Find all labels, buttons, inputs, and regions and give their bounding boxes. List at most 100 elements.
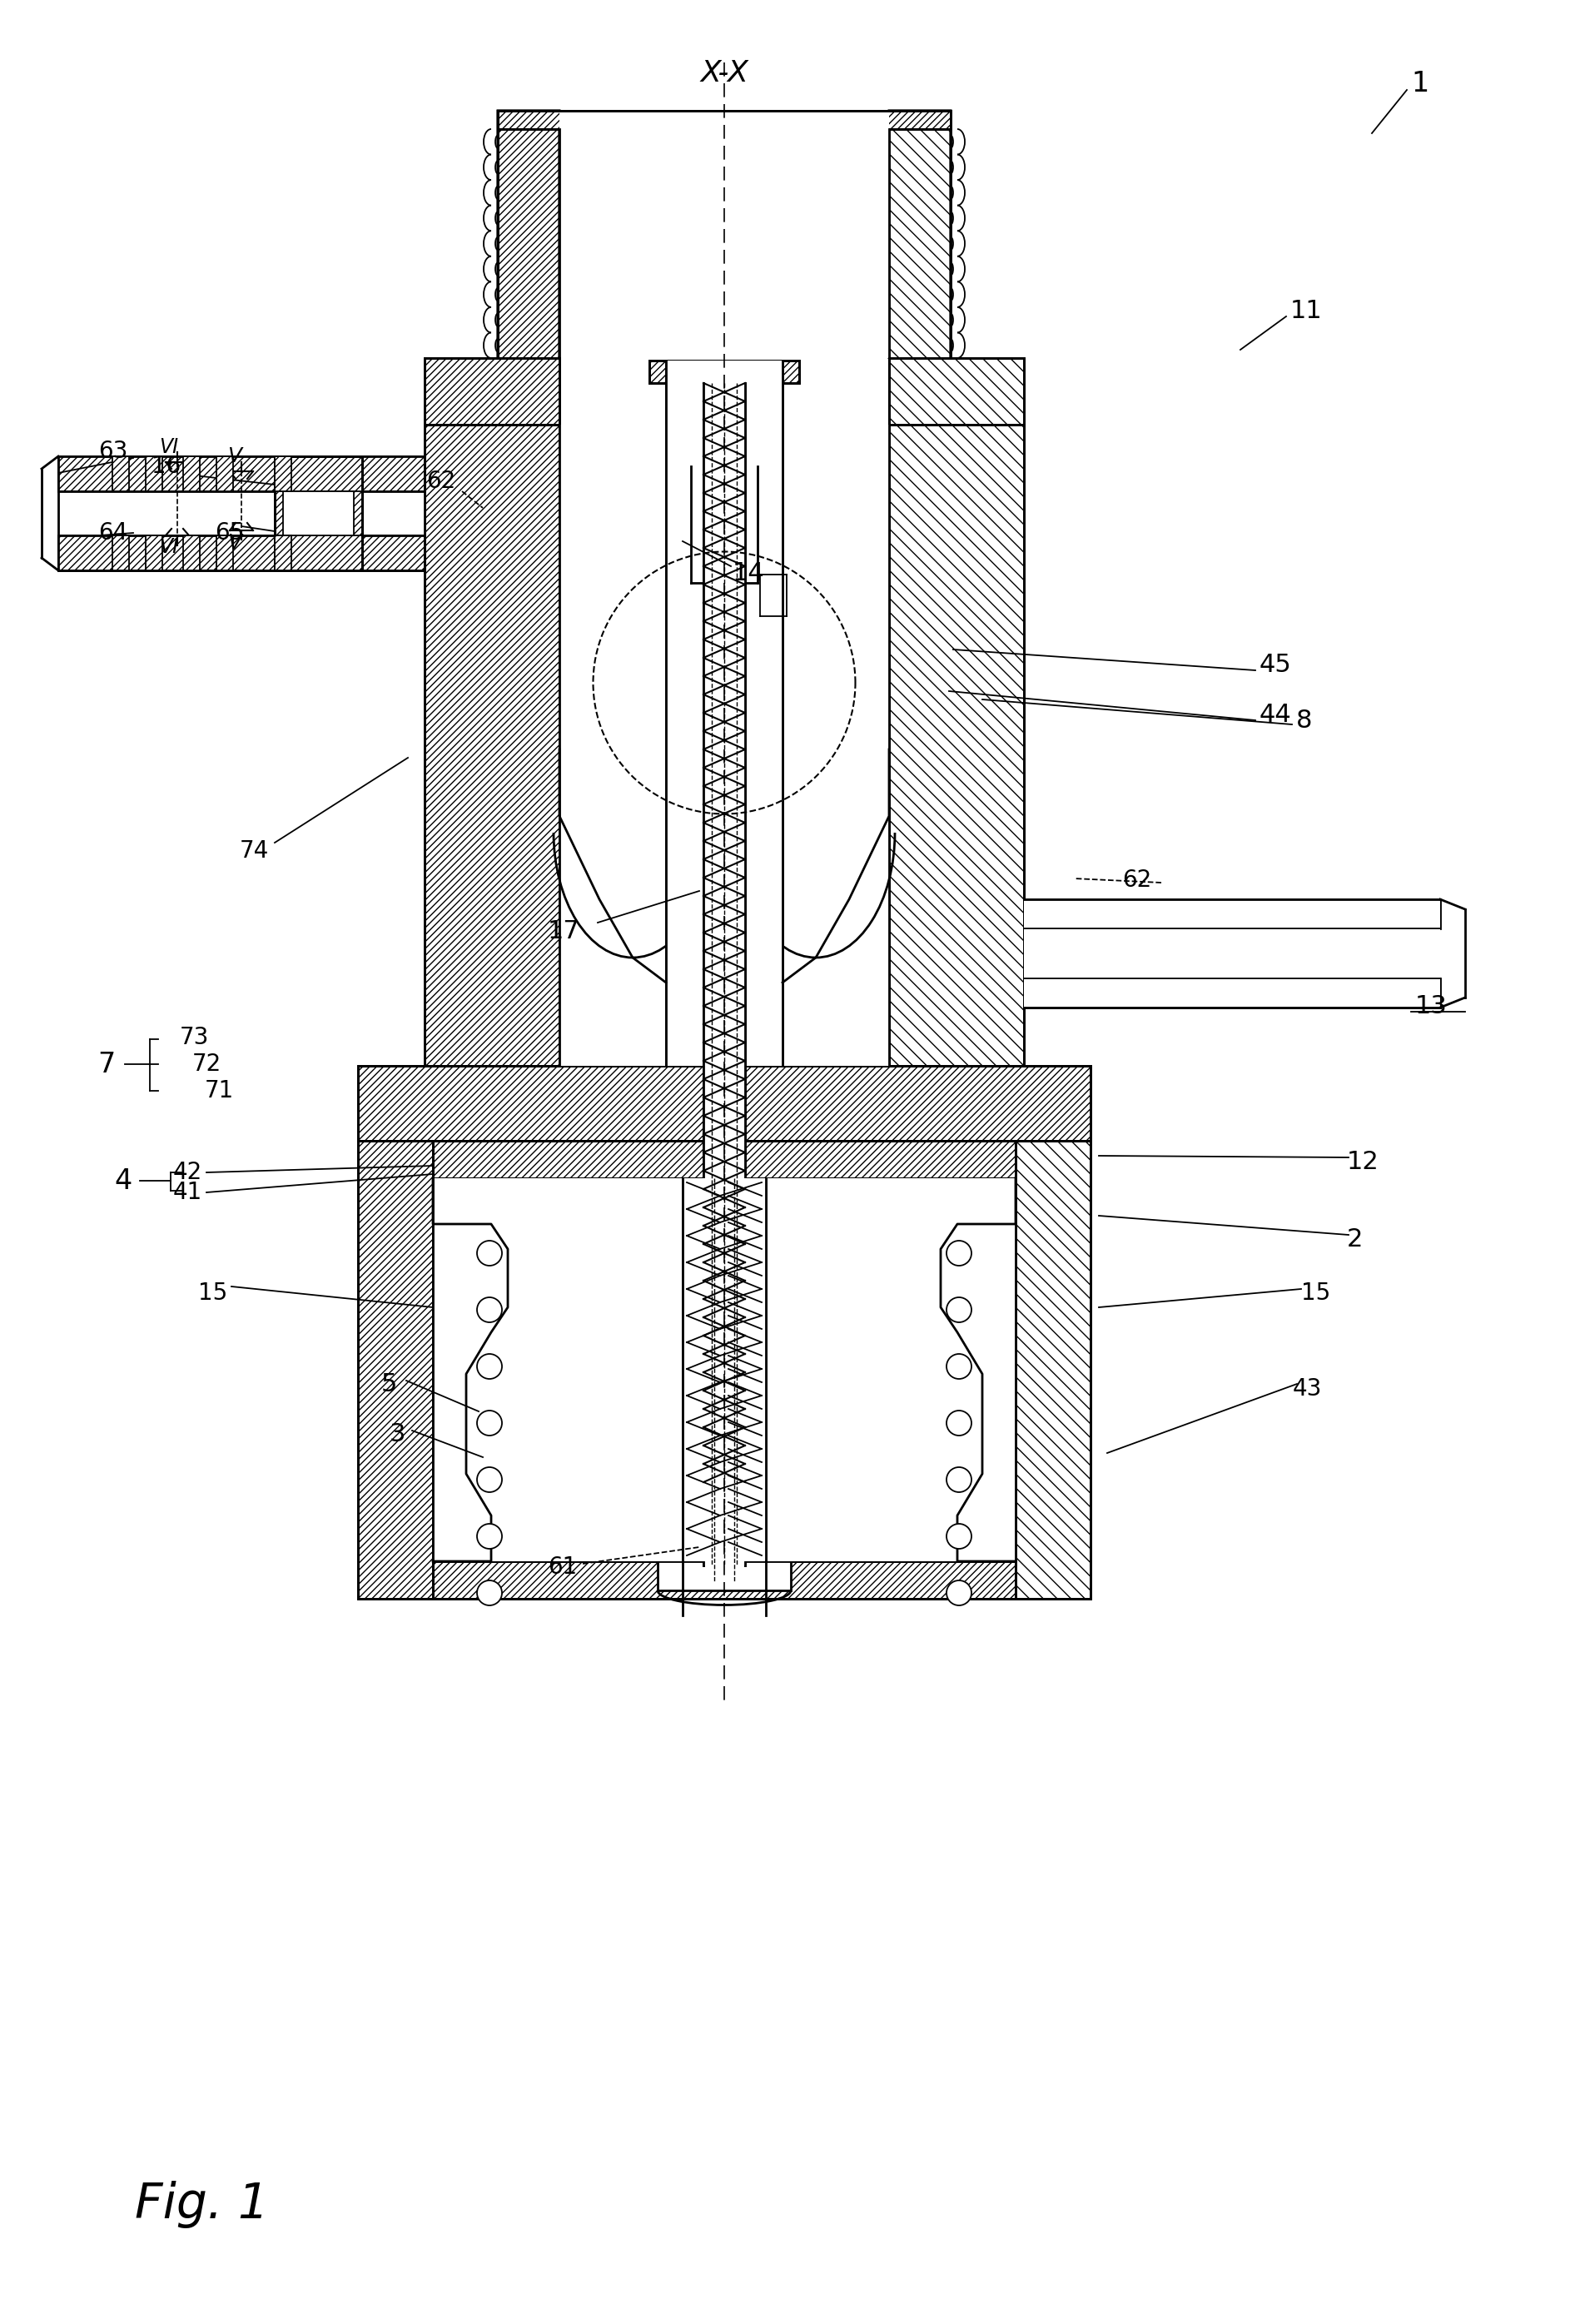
- Text: 72: 72: [193, 1053, 221, 1076]
- Circle shape: [946, 1525, 972, 1548]
- Polygon shape: [890, 425, 1024, 1067]
- Text: 16: 16: [152, 456, 180, 479]
- Polygon shape: [498, 112, 559, 425]
- Polygon shape: [425, 358, 559, 425]
- Polygon shape: [425, 425, 559, 1067]
- Text: 13: 13: [1416, 995, 1447, 1018]
- Polygon shape: [746, 574, 760, 616]
- Text: 4: 4: [114, 1167, 133, 1195]
- Bar: [275, 535, 291, 569]
- Text: 45: 45: [1259, 653, 1292, 676]
- Bar: [703, 383, 746, 1566]
- Polygon shape: [782, 1041, 815, 1067]
- Text: 17: 17: [548, 918, 580, 944]
- Text: 65: 65: [215, 521, 245, 544]
- Circle shape: [946, 1297, 972, 1322]
- Text: 15: 15: [198, 1281, 228, 1304]
- Polygon shape: [649, 360, 799, 383]
- Bar: [433, 1178, 1016, 1562]
- Circle shape: [477, 1411, 502, 1436]
- Polygon shape: [498, 112, 951, 130]
- Polygon shape: [58, 535, 425, 569]
- Bar: [559, 112, 890, 358]
- Text: 41: 41: [174, 1181, 202, 1204]
- Text: 64: 64: [98, 521, 128, 544]
- Polygon shape: [957, 1178, 1016, 1225]
- Text: V: V: [228, 532, 242, 553]
- Polygon shape: [782, 983, 890, 1067]
- Text: 3: 3: [390, 1422, 406, 1446]
- Polygon shape: [433, 1141, 1016, 1178]
- Bar: [665, 360, 782, 1067]
- Polygon shape: [58, 456, 425, 490]
- Text: 7: 7: [98, 1050, 115, 1078]
- Circle shape: [946, 1241, 972, 1267]
- Circle shape: [477, 1241, 502, 1267]
- Text: 73: 73: [180, 1025, 209, 1048]
- Polygon shape: [665, 383, 782, 467]
- Polygon shape: [632, 1041, 665, 1067]
- Text: 15: 15: [1300, 1281, 1330, 1304]
- Text: 5: 5: [381, 1371, 398, 1397]
- Polygon shape: [890, 358, 1024, 425]
- Polygon shape: [1024, 899, 1439, 1009]
- Circle shape: [946, 1411, 972, 1436]
- Polygon shape: [433, 1562, 1016, 1599]
- Bar: [283, 490, 354, 535]
- Polygon shape: [275, 456, 362, 569]
- Circle shape: [477, 1355, 502, 1378]
- Polygon shape: [760, 574, 787, 616]
- Text: 8: 8: [1296, 709, 1313, 732]
- Polygon shape: [632, 1041, 833, 1067]
- Polygon shape: [690, 467, 757, 583]
- Text: Fig. 1: Fig. 1: [134, 2182, 269, 2229]
- Circle shape: [477, 1580, 502, 1606]
- Polygon shape: [890, 112, 951, 425]
- Circle shape: [477, 1466, 502, 1492]
- Bar: [216, 456, 234, 490]
- Circle shape: [477, 1297, 502, 1322]
- Text: 43: 43: [1292, 1378, 1322, 1401]
- Bar: [112, 456, 130, 490]
- Polygon shape: [1024, 899, 1439, 927]
- Text: 62: 62: [1122, 869, 1152, 892]
- Text: V: V: [228, 446, 242, 467]
- Bar: [216, 535, 234, 569]
- Polygon shape: [359, 1067, 1090, 1141]
- Text: 12: 12: [1346, 1150, 1379, 1174]
- Circle shape: [477, 1525, 502, 1548]
- Polygon shape: [58, 456, 425, 569]
- Circle shape: [946, 1466, 972, 1492]
- Polygon shape: [703, 383, 746, 409]
- Text: 14: 14: [733, 560, 765, 586]
- Polygon shape: [433, 1178, 491, 1225]
- Polygon shape: [657, 1562, 792, 1590]
- Polygon shape: [1024, 978, 1439, 1009]
- Bar: [183, 456, 199, 490]
- Text: VI: VI: [160, 537, 179, 558]
- Text: 62: 62: [427, 469, 457, 493]
- Text: 1: 1: [1411, 70, 1428, 98]
- Text: 74: 74: [240, 839, 269, 862]
- Bar: [683, 1178, 766, 1562]
- Circle shape: [946, 1355, 972, 1378]
- Text: 2: 2: [1346, 1227, 1364, 1250]
- Bar: [275, 456, 291, 490]
- Text: X-X: X-X: [700, 58, 749, 88]
- Text: 42: 42: [174, 1160, 202, 1183]
- Text: 44: 44: [1259, 702, 1292, 727]
- Bar: [145, 535, 163, 569]
- Polygon shape: [1016, 1141, 1090, 1599]
- Circle shape: [946, 1580, 972, 1606]
- Text: 71: 71: [205, 1078, 234, 1102]
- Bar: [145, 456, 163, 490]
- Bar: [559, 425, 890, 1067]
- Bar: [183, 535, 199, 569]
- Text: 63: 63: [98, 439, 128, 462]
- Polygon shape: [559, 983, 665, 1067]
- Text: 11: 11: [1291, 297, 1322, 323]
- Polygon shape: [359, 1141, 433, 1599]
- Bar: [112, 535, 130, 569]
- Text: VI: VI: [160, 437, 179, 458]
- Text: 61: 61: [548, 1555, 577, 1578]
